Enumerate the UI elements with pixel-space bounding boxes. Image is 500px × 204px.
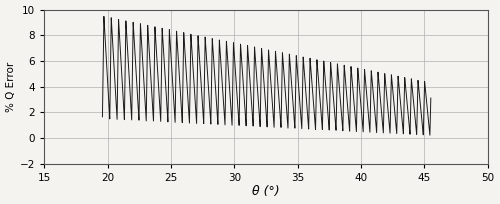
X-axis label: θ (°): θ (°) xyxy=(252,185,280,198)
Y-axis label: % Q Error: % Q Error xyxy=(6,61,16,112)
